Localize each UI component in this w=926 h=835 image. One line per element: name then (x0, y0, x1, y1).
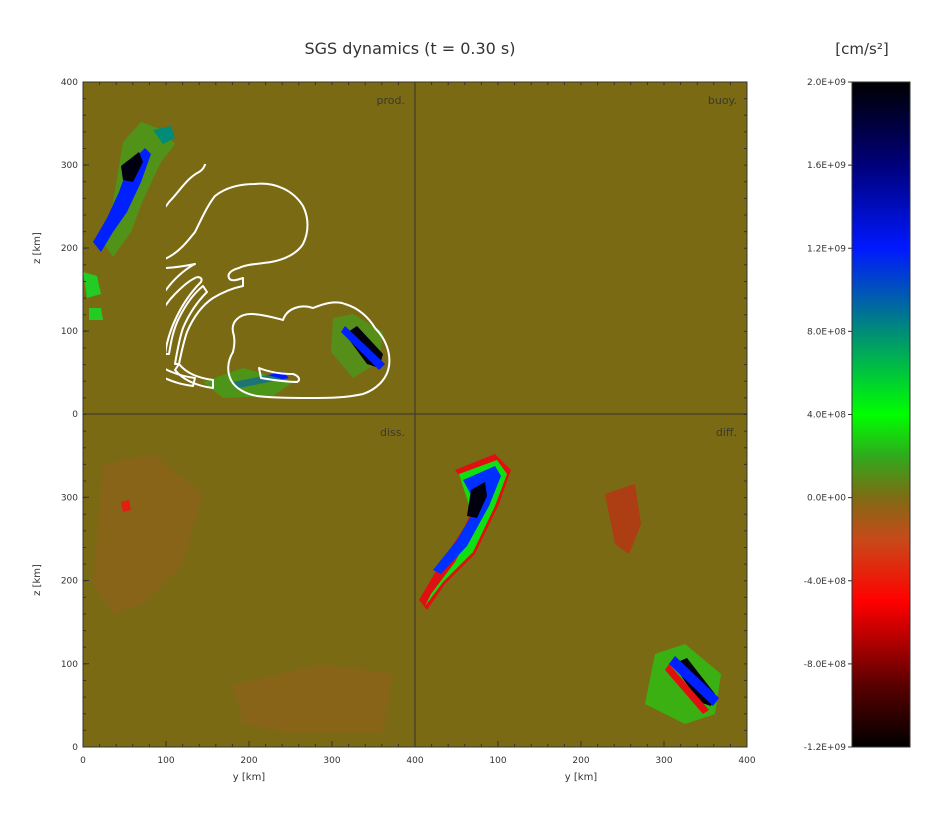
axis-ticks: 0 100 200 300 400 100 200 300 400 0 100 200 300 400 0 1… (61, 78, 756, 766)
prod-black-core (121, 152, 143, 182)
panel-backgrounds (83, 82, 747, 747)
y-tick-label: 200 (61, 244, 78, 254)
panel-label-prod: prod. (377, 94, 405, 107)
colorbar-tick-label: 8.0E+08 (807, 327, 846, 337)
colorbar-tick-label: 1.2E+09 (807, 244, 846, 254)
diff-right-blue (669, 656, 719, 706)
diss-brown-interior (93, 454, 203, 614)
x-tick-label: 300 (323, 756, 340, 766)
colorbar-tick-label: 1.6E+09 (807, 161, 846, 171)
colorbar-tick-label: -1.2E+09 (804, 743, 847, 753)
colorbar-tick-label: 2.0E+09 (807, 78, 846, 88)
panel-label-buoy: buoy. (708, 94, 737, 107)
y-axis-label-bottom: z [km] (32, 564, 43, 596)
diff-black-core (467, 482, 487, 518)
x-tick-label: 400 (738, 756, 755, 766)
y-tick-label: 300 (61, 493, 78, 503)
x-axis-label-left: y [km] (233, 772, 266, 783)
x-tick-label: 0 (80, 756, 86, 766)
x-tick-label: 100 (157, 756, 174, 766)
colorbar-unit: [cm/s²] (835, 40, 888, 58)
panel-label-diss: diss. (380, 426, 405, 439)
x-tick-label: 300 (655, 756, 672, 766)
panel-prod-field (83, 122, 385, 398)
y-tick-label: 0 (72, 410, 78, 420)
colorbar-ticks: 2.0E+09 1.6E+09 1.2E+09 8.0E+08 4.0E+08 0.0E+… (804, 78, 852, 753)
y-tick-label: 100 (61, 660, 78, 670)
prod-left-green-blobs (83, 272, 103, 320)
x-tick-label: 100 (489, 756, 506, 766)
y-tick-label: 100 (61, 327, 78, 337)
diss-red-spot (121, 500, 131, 512)
colorbar (851, 81, 911, 748)
x-axis-label-right: y [km] (565, 772, 598, 783)
colorbar-tick-label: -4.0E+08 (804, 577, 847, 587)
x-tick-label: 200 (572, 756, 589, 766)
prod-green-fringe (103, 122, 175, 257)
diff-right-red (665, 664, 709, 714)
colorbar-tick-label: -8.0E+08 (804, 660, 847, 670)
diss-brown-lower (233, 664, 393, 734)
prod-right-blue (341, 326, 385, 370)
prod-teal-patch (153, 126, 175, 144)
colorbar-tick-label: 4.0E+08 (807, 411, 846, 421)
x-tick-label: 200 (240, 756, 257, 766)
panel-diss-field (93, 454, 393, 734)
x-tick-label: 400 (406, 756, 423, 766)
panel-diff-field (419, 454, 721, 724)
colorbar-tick-label: 0.0E+00 (807, 494, 846, 504)
chart-title: SGS dynamics (t = 0.30 s) (305, 39, 516, 58)
y-tick-label: 300 (61, 161, 78, 171)
prod-lower-green (203, 368, 293, 398)
panel-buoy-background (415, 82, 747, 414)
y-tick-label: 200 (61, 577, 78, 587)
diff-mid-red (605, 484, 641, 554)
y-tick-label: 400 (61, 78, 78, 88)
panel-diss-background (83, 414, 415, 747)
y-tick-label: 0 (72, 743, 78, 753)
panel-label-diff: diff. (716, 426, 737, 439)
y-axis-label-top: z [km] (32, 232, 43, 264)
